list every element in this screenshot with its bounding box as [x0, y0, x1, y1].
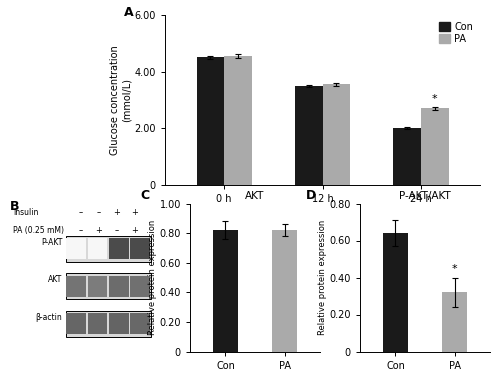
Y-axis label: Glucose concentration
(mmol/L): Glucose concentration (mmol/L) — [110, 45, 132, 155]
FancyBboxPatch shape — [66, 236, 151, 262]
Text: B: B — [10, 200, 20, 213]
Text: –: – — [114, 226, 118, 235]
Text: P-AKT: P-AKT — [41, 238, 62, 247]
Title: P-AKT/AKT: P-AKT/AKT — [399, 191, 451, 201]
FancyBboxPatch shape — [66, 238, 86, 259]
Bar — [322, 84, 350, 185]
FancyBboxPatch shape — [109, 276, 129, 297]
FancyBboxPatch shape — [130, 238, 150, 259]
FancyBboxPatch shape — [88, 313, 108, 334]
Text: AKT: AKT — [48, 275, 62, 284]
Bar — [213, 230, 238, 352]
FancyBboxPatch shape — [88, 238, 108, 259]
Text: Insulin: Insulin — [13, 208, 38, 217]
FancyBboxPatch shape — [66, 313, 86, 334]
Bar — [224, 56, 252, 185]
Legend: Con, PA: Con, PA — [437, 20, 475, 46]
FancyBboxPatch shape — [130, 276, 150, 297]
FancyBboxPatch shape — [88, 276, 108, 297]
Bar — [196, 57, 224, 185]
Text: –: – — [78, 226, 82, 235]
FancyBboxPatch shape — [130, 313, 150, 334]
Text: +: + — [113, 208, 120, 217]
Text: +: + — [131, 226, 138, 235]
Bar — [394, 128, 421, 185]
Bar — [295, 86, 322, 185]
Y-axis label: Relative protein expression: Relative protein expression — [318, 220, 326, 335]
Text: +: + — [131, 208, 138, 217]
Bar — [272, 230, 297, 352]
FancyBboxPatch shape — [66, 273, 151, 299]
Title: AKT: AKT — [246, 191, 264, 201]
FancyBboxPatch shape — [109, 313, 129, 334]
Text: D: D — [306, 189, 316, 202]
Text: *: * — [432, 94, 438, 104]
Text: *: * — [452, 264, 458, 274]
Text: β-actin: β-actin — [36, 313, 62, 322]
Text: A: A — [124, 6, 134, 19]
Text: C: C — [140, 189, 149, 202]
Text: –: – — [96, 208, 100, 217]
Bar — [421, 108, 448, 185]
FancyBboxPatch shape — [66, 310, 151, 337]
Y-axis label: Relative protein expression: Relative protein expression — [148, 220, 156, 335]
Bar — [383, 233, 408, 352]
Text: PA (0.25 mM): PA (0.25 mM) — [13, 226, 64, 235]
Text: –: – — [78, 208, 82, 217]
Bar — [442, 292, 467, 352]
Text: +: + — [95, 226, 102, 235]
FancyBboxPatch shape — [109, 238, 129, 259]
FancyBboxPatch shape — [66, 276, 86, 297]
